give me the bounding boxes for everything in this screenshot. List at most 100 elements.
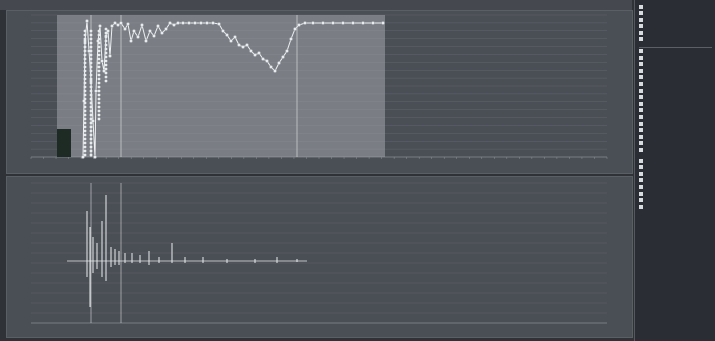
upper-chart-point — [273, 69, 277, 73]
legend-swatch-icon — [639, 49, 643, 54]
stat-row[interactable] — [639, 82, 712, 89]
upper-chart-point — [104, 55, 108, 59]
upper-chart-point — [269, 65, 273, 69]
upper-chart-point — [89, 65, 93, 69]
upper-chart-point — [83, 45, 87, 49]
legend-item[interactable] — [639, 4, 712, 11]
upper-chart-point — [97, 73, 101, 77]
upper-chart-point — [97, 69, 101, 73]
stat-row[interactable] — [639, 68, 712, 75]
upper-chart-point — [104, 63, 108, 67]
stat-row-secondary[interactable] — [639, 191, 712, 198]
upper-chart-point — [116, 23, 120, 27]
upper-chart-point — [97, 45, 101, 49]
upper-chart-point — [140, 23, 144, 27]
sidebar-stats — [639, 49, 712, 155]
stat-row[interactable] — [639, 134, 712, 141]
legend-item[interactable] — [639, 30, 712, 37]
stat-row-secondary[interactable] — [639, 184, 712, 191]
upper-chart-point — [89, 149, 93, 153]
upper-chart-point — [83, 61, 87, 65]
upper-chart-point — [83, 49, 87, 53]
upper-chart-point — [89, 85, 93, 89]
upper-chart-point — [89, 93, 93, 97]
stat-row-secondary[interactable] — [639, 198, 712, 205]
upper-chart-panel[interactable] — [6, 10, 633, 174]
upper-chart-point — [97, 41, 101, 45]
legend-swatch-icon — [639, 121, 643, 126]
upper-chart-point — [211, 21, 215, 25]
stat-row[interactable] — [639, 62, 712, 69]
stat-row-secondary[interactable] — [639, 158, 712, 165]
upper-chart-point — [89, 101, 93, 105]
stat-row[interactable] — [639, 121, 712, 128]
stat-row[interactable] — [639, 115, 712, 122]
legend-swatch-icon — [639, 101, 643, 106]
stat-row-secondary[interactable] — [639, 171, 712, 178]
stat-row[interactable] — [639, 75, 712, 82]
window-title-bar — [0, 0, 632, 10]
stat-row-secondary[interactable] — [639, 204, 712, 211]
upper-chart-point — [85, 19, 89, 23]
upper-chart-point — [97, 33, 101, 37]
upper-chart-point — [104, 79, 108, 83]
upper-chart-point — [104, 31, 108, 35]
legend-swatch-icon — [639, 62, 643, 67]
upper-chart-point — [119, 21, 123, 25]
upper-chart-point — [123, 27, 127, 31]
stat-row[interactable] — [639, 101, 712, 108]
upper-chart-point — [89, 153, 93, 157]
stat-row[interactable] — [639, 95, 712, 102]
stat-row[interactable] — [639, 88, 712, 95]
upper-chart-point — [311, 21, 315, 25]
upper-chart-point — [91, 119, 95, 123]
upper-chart-point — [89, 133, 93, 137]
legend-item[interactable] — [639, 37, 712, 44]
upper-chart-dark-block — [57, 129, 71, 157]
lower-chart-panel[interactable] — [6, 176, 633, 338]
stat-row-secondary[interactable] — [639, 165, 712, 172]
upper-chart-point — [156, 24, 160, 28]
stat-row[interactable] — [639, 141, 712, 148]
stat-row[interactable] — [639, 147, 712, 154]
upper-chart-point — [83, 89, 87, 93]
upper-chart-point — [221, 29, 225, 33]
legend-item[interactable] — [639, 17, 712, 24]
upper-chart-point — [108, 54, 112, 58]
stat-row[interactable] — [639, 108, 712, 115]
upper-chart-point — [97, 105, 101, 109]
upper-chart-point — [176, 21, 180, 25]
upper-chart-point — [83, 81, 87, 85]
upper-chart-point — [98, 24, 102, 28]
legend-swatch-icon — [639, 128, 643, 133]
legend-item[interactable] — [639, 11, 712, 18]
upper-chart-point — [83, 53, 87, 57]
legend-swatch-icon — [639, 75, 643, 80]
upper-chart[interactable] — [7, 11, 632, 173]
sidebar-legend — [639, 4, 712, 44]
upper-chart-point — [289, 37, 293, 41]
upper-chart-point — [83, 153, 87, 157]
upper-chart-point — [89, 109, 93, 113]
legend-item[interactable] — [639, 24, 712, 31]
upper-chart-point — [253, 53, 257, 57]
upper-chart-point — [97, 49, 101, 53]
stat-row[interactable] — [639, 128, 712, 135]
upper-chart-point — [83, 129, 87, 133]
upper-chart-point — [97, 65, 101, 69]
stat-row-secondary[interactable] — [639, 178, 712, 185]
statistics-sidebar[interactable] — [634, 0, 715, 341]
upper-chart-point — [81, 155, 85, 159]
upper-chart-point — [265, 59, 269, 63]
upper-chart-point — [104, 51, 108, 55]
upper-chart-point — [126, 22, 130, 26]
upper-chart-point — [89, 29, 93, 33]
legend-swatch-icon — [639, 115, 643, 119]
upper-chart-point — [89, 41, 93, 45]
stat-row[interactable] — [639, 55, 712, 62]
upper-chart-point — [89, 57, 93, 61]
lower-chart[interactable] — [7, 177, 632, 337]
legend-swatch-icon — [639, 82, 643, 87]
stat-row[interactable] — [639, 49, 712, 56]
upper-chart-selection-region[interactable] — [57, 15, 385, 157]
